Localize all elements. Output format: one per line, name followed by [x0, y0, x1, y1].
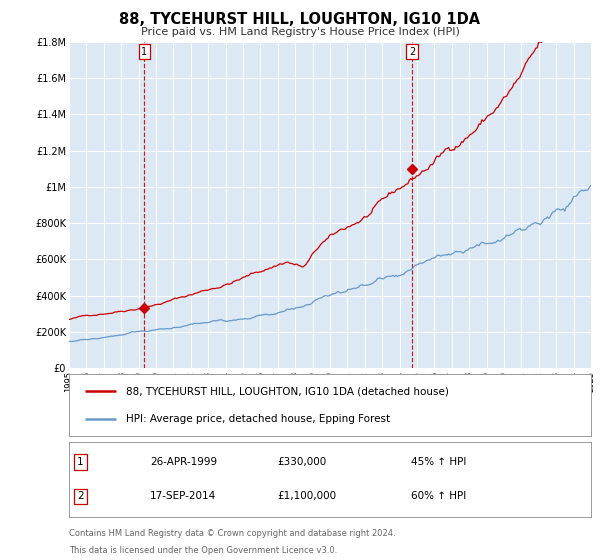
Text: 45% ↑ HPI: 45% ↑ HPI	[411, 458, 466, 467]
Text: 88, TYCEHURST HILL, LOUGHTON, IG10 1DA: 88, TYCEHURST HILL, LOUGHTON, IG10 1DA	[119, 12, 481, 27]
Text: 1: 1	[141, 47, 147, 57]
Text: 1: 1	[77, 458, 84, 467]
Text: 2: 2	[409, 47, 415, 57]
Text: 60% ↑ HPI: 60% ↑ HPI	[411, 492, 466, 502]
Text: HPI: Average price, detached house, Epping Forest: HPI: Average price, detached house, Eppi…	[127, 414, 391, 424]
Text: 2: 2	[77, 492, 84, 502]
Text: 17-SEP-2014: 17-SEP-2014	[150, 492, 216, 502]
Text: 26-APR-1999: 26-APR-1999	[150, 458, 217, 467]
Text: £330,000: £330,000	[278, 458, 327, 467]
Text: This data is licensed under the Open Government Licence v3.0.: This data is licensed under the Open Gov…	[69, 546, 337, 555]
Text: Price paid vs. HM Land Registry's House Price Index (HPI): Price paid vs. HM Land Registry's House …	[140, 27, 460, 37]
Text: Contains HM Land Registry data © Crown copyright and database right 2024.: Contains HM Land Registry data © Crown c…	[69, 529, 395, 538]
Text: £1,100,000: £1,100,000	[278, 492, 337, 502]
Text: 88, TYCEHURST HILL, LOUGHTON, IG10 1DA (detached house): 88, TYCEHURST HILL, LOUGHTON, IG10 1DA (…	[127, 386, 449, 396]
